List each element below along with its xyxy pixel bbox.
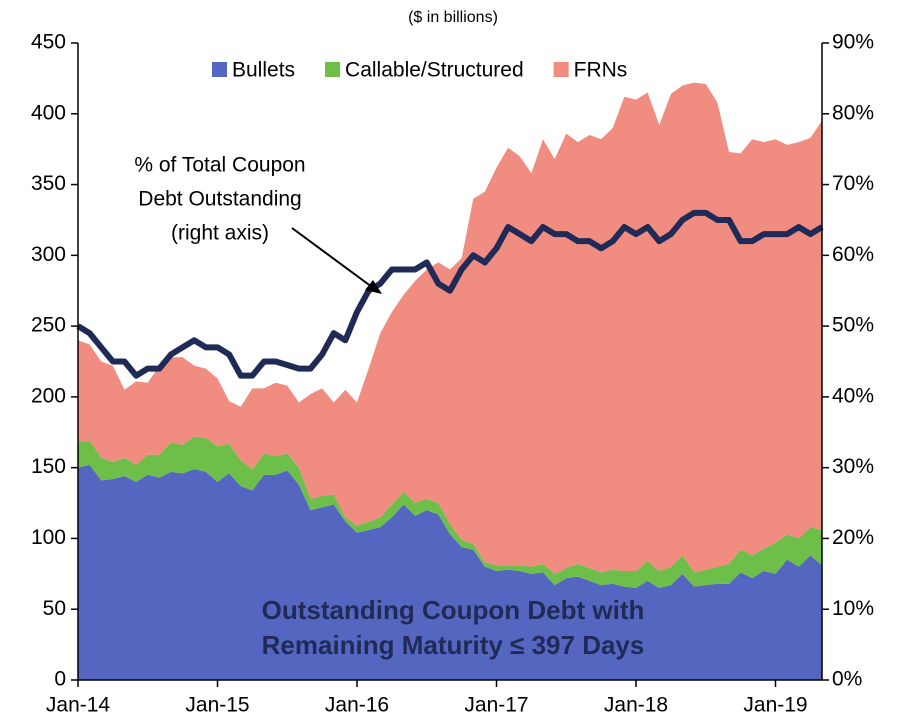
x-tick-label: Jan-17 — [464, 694, 528, 717]
y2-tick-label: 40% — [832, 384, 874, 407]
y-tick-label: 350 — [31, 172, 66, 195]
y2-tick-label: 80% — [832, 101, 874, 124]
legend-label: Callable/Structured — [345, 59, 524, 82]
y2-tick-label: 70% — [832, 172, 874, 195]
y2-tick-label: 0% — [832, 668, 862, 691]
annotation: (right axis) — [171, 222, 269, 245]
x-tick-label: Jan-18 — [604, 694, 668, 717]
y2-tick-label: 30% — [832, 455, 874, 478]
y-tick-label: 100 — [31, 526, 66, 549]
x-tick-label: Jan-16 — [325, 694, 389, 717]
y-tick-label: 200 — [31, 384, 66, 407]
legend-swatch — [553, 62, 569, 77]
y2-tick-label: 90% — [832, 31, 874, 54]
y-tick-label: 300 — [31, 243, 66, 266]
legend-swatch — [325, 62, 341, 77]
legend-label: FRNs — [574, 59, 628, 82]
arrowhead — [365, 280, 382, 294]
area — [78, 82, 822, 574]
y-tick-label: 0 — [54, 668, 66, 691]
area — [78, 436, 822, 588]
chart-label: Outstanding Coupon Debt with — [262, 595, 645, 625]
x-tick-label: Jan-14 — [46, 694, 111, 717]
x-tick-label: Jan-15 — [185, 694, 249, 717]
arrow — [291, 227, 373, 288]
y-tick-label: 450 — [31, 31, 66, 54]
x-tick-label: Jan-19 — [743, 694, 807, 717]
y2-tick-label: 10% — [832, 597, 874, 620]
legend-swatch — [212, 62, 227, 77]
y-tick-label: 250 — [31, 314, 66, 337]
legend-label: Bullets — [232, 59, 295, 82]
annotation: Debt Outstanding — [138, 188, 301, 211]
chart-label: Remaining Maturity ≤ 397 Days — [262, 630, 645, 660]
y-tick-label: 150 — [31, 455, 66, 478]
y-tick-label: 400 — [31, 101, 66, 124]
y2-tick-label: 60% — [832, 243, 874, 266]
line — [76, 209, 824, 379]
y2-tick-label: 20% — [832, 526, 874, 549]
area — [78, 464, 822, 680]
annotation: % of Total Coupon — [134, 154, 305, 177]
y2-tick-label: 50% — [832, 314, 874, 337]
y-tick-label: 50 — [43, 597, 66, 620]
chart-subtitle: ($ in billions) — [408, 9, 498, 26]
